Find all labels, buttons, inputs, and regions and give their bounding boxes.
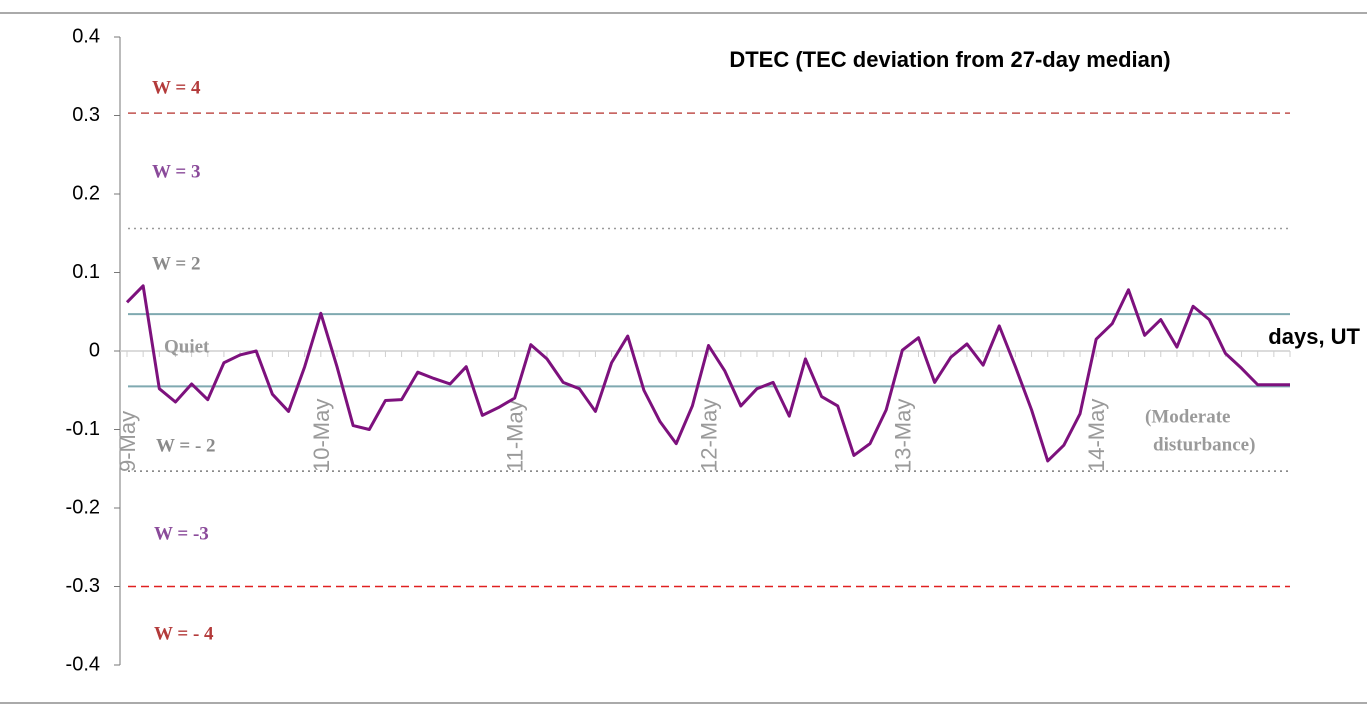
y-tick-label: 0 xyxy=(89,339,100,361)
x-tick-label: 13-May xyxy=(890,399,915,472)
y-tick-label: 0.4 xyxy=(72,25,100,47)
y-tick-label: -0.2 xyxy=(66,496,100,518)
x-tick-label: 11-May xyxy=(503,400,528,472)
y-tick-label: 0.2 xyxy=(72,182,100,204)
x-tick-label: 14-May xyxy=(1084,399,1109,472)
y-tick-label: -0.4 xyxy=(66,653,100,675)
data-line xyxy=(125,284,1290,463)
chart-title: DTEC (TEC deviation from 27-day median) xyxy=(729,47,1170,72)
y-tick-label: -0.1 xyxy=(66,418,100,440)
x-tick-label: 12-May xyxy=(697,399,722,472)
y-tick-label: 0.1 xyxy=(72,261,100,283)
annotation: W = - 2 xyxy=(156,435,216,456)
annotation: W = - 4 xyxy=(154,623,214,644)
y-tick-label: 0.3 xyxy=(72,104,100,126)
y-tick-label: -0.3 xyxy=(66,575,100,597)
x-axis-label: days, UT xyxy=(1268,324,1360,349)
annotation: W = 3 xyxy=(152,161,200,182)
annotation: W = 2 xyxy=(152,253,200,274)
annotation: (Moderate xyxy=(1145,406,1230,427)
annotation: W = 4 xyxy=(152,77,201,98)
annotation: disturbance) xyxy=(1153,434,1255,455)
x-tick-label: 10-May xyxy=(309,399,334,472)
annotation: W = -3 xyxy=(154,523,209,544)
annotation: Quiet xyxy=(164,336,210,357)
x-tick-label: 9-May xyxy=(115,411,140,472)
